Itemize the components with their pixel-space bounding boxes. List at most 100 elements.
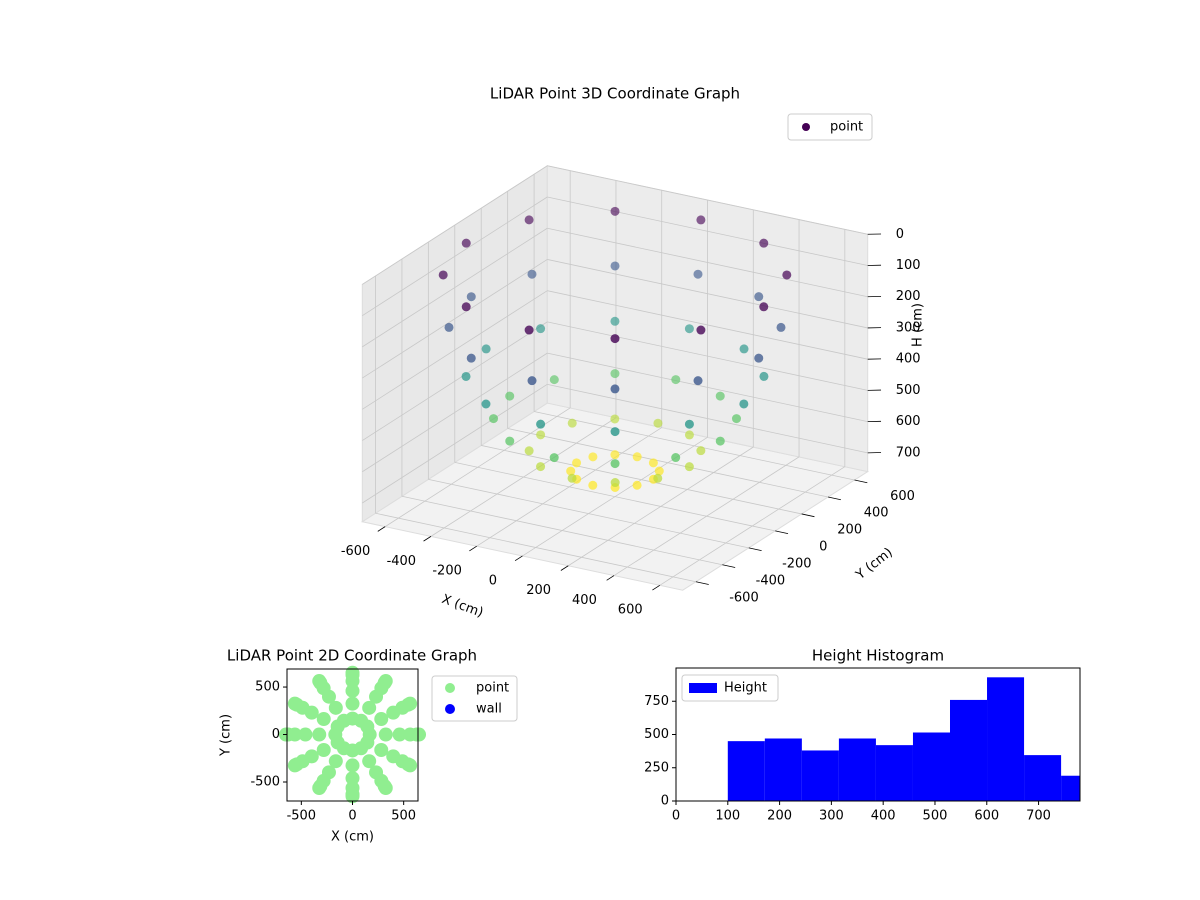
data-point <box>524 325 534 335</box>
legend-marker <box>802 123 810 131</box>
data-point <box>466 353 476 363</box>
data-point <box>412 727 427 742</box>
data-point <box>739 344 749 354</box>
tick-mark <box>423 536 432 542</box>
tick-mark <box>469 545 477 552</box>
data-point <box>392 727 407 742</box>
plot-area <box>727 677 1080 801</box>
data-point <box>759 371 769 381</box>
grid-line <box>362 227 548 348</box>
grid-line <box>362 196 548 316</box>
grid-line <box>362 290 548 410</box>
y-tick-label: -500 <box>250 775 280 790</box>
x-tick-label: -200 <box>432 564 462 579</box>
data-point <box>328 754 343 769</box>
data-point <box>536 430 546 440</box>
bar <box>727 741 765 801</box>
data-point <box>345 758 360 773</box>
x-tick-label: 300 <box>819 809 844 824</box>
data-point <box>693 269 703 279</box>
grid-line <box>481 445 802 515</box>
bar <box>801 750 839 801</box>
grid-line <box>547 383 868 454</box>
data-point <box>684 462 694 472</box>
data-point <box>461 238 471 248</box>
data-point <box>549 375 559 385</box>
data-point <box>312 780 327 795</box>
grid-line <box>362 321 548 441</box>
y-tick-label: 750 <box>644 694 669 709</box>
data-point <box>444 322 454 332</box>
y-tick-label: 400 <box>864 506 889 521</box>
chart-title: Height Histogram <box>812 647 944 665</box>
data-point <box>438 270 448 280</box>
grid-line <box>547 227 868 298</box>
x-tick-label: -400 <box>387 554 417 569</box>
data-point <box>610 206 620 216</box>
data-point <box>360 735 375 750</box>
y-tick-label: 500 <box>255 680 280 695</box>
grid-line <box>362 259 548 379</box>
x-tick-label: 0 <box>489 573 497 588</box>
tick-mark <box>722 564 736 568</box>
tick-mark <box>854 479 868 484</box>
x-tick-label: 0 <box>348 809 356 824</box>
y-tick-label: 0 <box>819 540 827 555</box>
chart-title: LiDAR Point 3D Coordinate Graph <box>490 85 740 103</box>
data-point <box>610 384 620 394</box>
data-point <box>481 344 491 354</box>
data-point <box>653 418 663 428</box>
data-point <box>378 727 393 742</box>
y-tick-label: -200 <box>782 557 812 572</box>
grid-line <box>454 462 776 532</box>
legend-label: point <box>476 681 509 696</box>
data-point <box>524 446 534 456</box>
data-point <box>312 727 327 742</box>
data-point <box>536 324 546 334</box>
legend-marker <box>445 704 455 714</box>
z-tick-label: 300 <box>896 320 921 335</box>
data-point <box>374 743 389 758</box>
data-point <box>696 215 706 225</box>
z-tick-label: 600 <box>896 414 921 429</box>
legend-swatch <box>689 683 717 693</box>
x-tick-label: 600 <box>974 809 999 824</box>
data-point <box>489 414 499 424</box>
plot-area <box>278 665 427 804</box>
data-point <box>754 292 764 302</box>
data-point <box>632 452 642 462</box>
data-point <box>536 419 546 429</box>
data-point <box>378 780 393 795</box>
grid-line <box>547 290 868 360</box>
chart-title: LiDAR Point 2D Coordinate Graph <box>227 647 477 665</box>
data-point <box>684 324 694 334</box>
x-tick-label: -500 <box>287 809 317 824</box>
bar <box>838 738 876 801</box>
bar <box>912 732 950 801</box>
data-point <box>610 459 620 469</box>
x-tick-label: 500 <box>923 809 948 824</box>
data-point <box>316 712 331 727</box>
data-point <box>505 436 515 446</box>
data-point <box>610 261 620 271</box>
data-point <box>684 419 694 429</box>
grid-line <box>547 165 868 235</box>
data-point <box>298 727 313 742</box>
grid-line <box>362 384 548 504</box>
data-point <box>610 316 620 326</box>
data-point <box>610 334 620 344</box>
data-point <box>671 453 681 463</box>
data-point <box>524 215 534 225</box>
data-point <box>466 292 476 302</box>
data-point <box>610 478 620 488</box>
data-point <box>345 683 360 698</box>
y-tick-label: 500 <box>644 727 669 742</box>
data-point <box>653 473 663 483</box>
grid-line <box>533 411 855 481</box>
y-axis-label: Y (cm) <box>219 714 234 757</box>
data-point <box>588 480 598 490</box>
data-point <box>527 269 537 279</box>
legend-label: wall <box>476 702 502 717</box>
data-point <box>312 674 327 689</box>
bar <box>949 699 988 801</box>
